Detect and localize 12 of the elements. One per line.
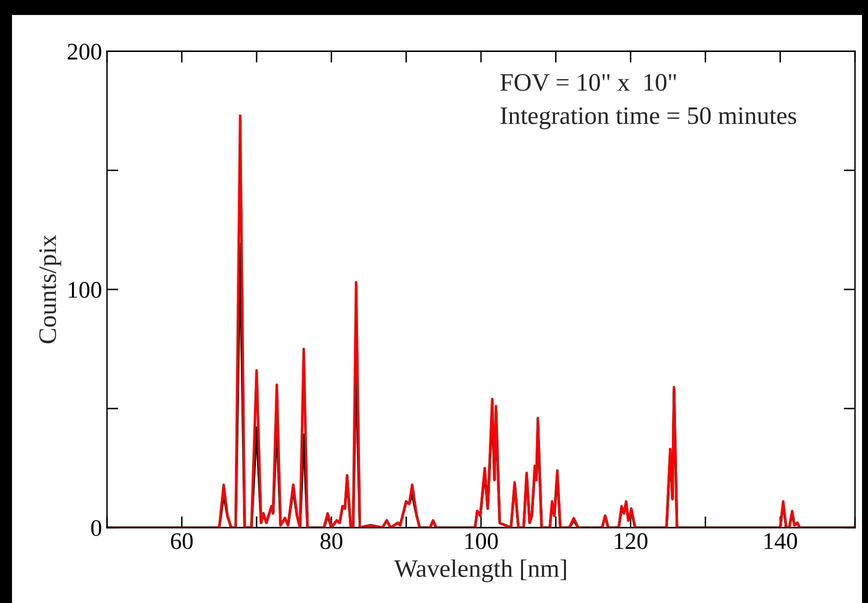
y-axis-title: Counts/pix xyxy=(39,234,62,344)
x-tick-label: 120 xyxy=(614,533,648,550)
y-tick-label: 200 xyxy=(68,44,102,60)
annotation: FOV = 10" x 10" xyxy=(500,74,676,91)
x-tick-label: 140 xyxy=(764,533,798,550)
y-tick-label: 100 xyxy=(68,282,102,298)
x-tick-label: 60 xyxy=(171,533,193,550)
x-axis-title: Wavelength [nm] xyxy=(394,559,566,582)
x-tick-label: 100 xyxy=(465,533,498,550)
x-tick-label: 80 xyxy=(320,533,342,550)
annotation: Integration time = 50 minutes xyxy=(500,107,796,130)
y-tick-label: 0 xyxy=(91,520,102,536)
